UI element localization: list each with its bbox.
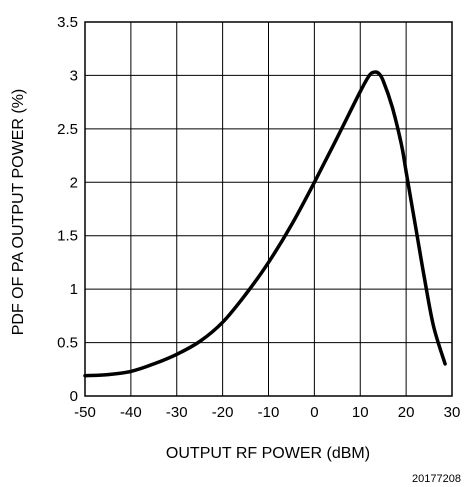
x-tick-label: 30 — [444, 404, 461, 421]
x-axis-label: OUTPUT RF POWER (dBM) — [166, 445, 370, 462]
y-tick-label: 0.5 — [57, 335, 78, 352]
x-tick-label: 10 — [352, 404, 369, 421]
y-tick-label: 0 — [70, 388, 78, 405]
plot-frame — [84, 21, 453, 397]
y-tick-label: 1 — [70, 281, 78, 298]
x-tick-label: -30 — [166, 404, 188, 421]
x-tick-label: -40 — [120, 404, 142, 421]
x-tick-label: -20 — [212, 404, 234, 421]
x-tick-label: -10 — [258, 404, 280, 421]
y-axis-label: PDF OF PA OUTPUT POWER (%) — [10, 89, 27, 336]
grid — [84, 21, 453, 397]
x-tick-label: -50 — [74, 404, 96, 421]
y-tick-label: 2.5 — [57, 121, 78, 138]
x-tick-labels: -50 -40 -30 -20 -10 0 10 20 30 — [74, 404, 460, 421]
y-tick-label: 1.5 — [57, 228, 78, 245]
x-tick-label: 20 — [398, 404, 415, 421]
figure-id: 20177208 — [412, 473, 461, 485]
y-tick-label: 3 — [70, 67, 78, 84]
y-tick-label: 3.5 — [57, 14, 78, 31]
y-tick-label: 2 — [70, 174, 78, 191]
y-tick-labels: 0 0.5 1 1.5 2 2.5 3 3.5 — [57, 14, 78, 405]
pdf-curve — [83, 70, 447, 378]
x-tick-label: 0 — [310, 404, 318, 421]
